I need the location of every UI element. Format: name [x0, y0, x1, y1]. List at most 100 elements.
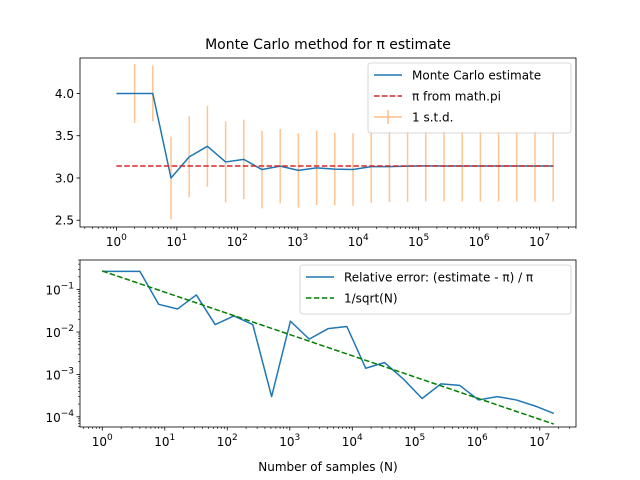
x-tick-label: 104: [348, 233, 369, 249]
tick-exponent: 7: [545, 433, 551, 443]
x-tick-label: 107: [529, 433, 550, 449]
data-point: [425, 165, 427, 167]
tick-base: 10: [45, 411, 60, 425]
tick-base: 10: [467, 435, 482, 449]
tick-exponent: 7: [544, 233, 550, 243]
tick-exponent: 1: [170, 433, 176, 443]
data-point: [534, 165, 536, 167]
tick-base: 10: [469, 235, 484, 249]
tick-base: 10: [287, 235, 302, 249]
tick-exponent: −1: [61, 282, 74, 292]
tick-exponent: −4: [61, 409, 75, 419]
y-tick-label: 3.5: [55, 129, 74, 143]
top-chart-estimate: 100 101 102 103 104 105 106 1072.53.03.54.0Mont…: [55, 37, 577, 249]
data-point: [389, 166, 391, 168]
axes-frame: [79, 259, 577, 428]
data-point: [152, 93, 154, 95]
data-point: [370, 166, 372, 168]
legend-label: Monte Carlo estimate: [412, 69, 541, 83]
tick-base: 10: [227, 235, 242, 249]
data-point: [498, 165, 500, 167]
data-point: [421, 398, 423, 400]
data-point: [188, 156, 190, 158]
data-point: [327, 328, 329, 330]
legend: Relative error: (estimate - π) / π 1/sqrt…: [299, 264, 572, 315]
y-tick-label: 10−4: [45, 409, 74, 425]
data-point: [116, 93, 118, 95]
data-point: [225, 161, 227, 163]
legend-label: 1/sqrt(N): [344, 292, 398, 306]
data-point: [346, 326, 348, 328]
tick-base: 10: [529, 235, 544, 249]
x-tick-label: 100: [92, 433, 113, 449]
x-tick-label: 105: [404, 433, 425, 449]
data-point: [279, 165, 281, 167]
tick-exponent: 3: [295, 433, 301, 443]
tick-exponent: −3: [61, 366, 74, 376]
x-tick-label: 102: [217, 433, 238, 449]
legend-label: π from math.pi: [412, 90, 501, 104]
axes-frame: [79, 57, 577, 228]
y-tick-label: 3.0: [55, 171, 74, 185]
data-point: [403, 378, 405, 380]
data-point: [158, 304, 160, 306]
tick-exponent: 1: [182, 233, 188, 243]
plot-data: [116, 63, 554, 220]
plot-data: [101, 270, 555, 425]
data-point: [207, 146, 209, 148]
x-tick-label: 102: [227, 233, 248, 249]
chart-title: Monte Carlo method for π estimate: [205, 37, 451, 53]
data-point: [552, 165, 554, 167]
y-tick-label: 10−2: [45, 324, 74, 340]
tick-base: 10: [529, 435, 544, 449]
x-tick-label: 106: [469, 233, 490, 249]
tick-base: 10: [342, 435, 357, 449]
tick-exponent: 4: [363, 233, 369, 243]
tick-exponent: 5: [420, 433, 426, 443]
data-point: [214, 324, 216, 326]
tick-exponent: 2: [232, 433, 238, 443]
data-point: [352, 169, 354, 171]
data-point: [243, 159, 245, 161]
data-point: [497, 396, 499, 398]
y-tick-label: 10−3: [45, 366, 74, 382]
legend-box: [299, 264, 572, 315]
data-point: [365, 367, 367, 369]
tick-base: 10: [92, 435, 107, 449]
tick-base: 10: [217, 435, 232, 449]
data-point: [443, 165, 445, 167]
data-point: [101, 271, 103, 273]
legend-label: Relative error: (estimate - π) / π: [344, 271, 533, 285]
series-line-reference: [102, 270, 555, 425]
legend: Monte Carlo estimate π from math.pi 1 s.t.…: [367, 62, 572, 134]
data-point: [298, 170, 300, 172]
data-point: [480, 165, 482, 167]
tick-base: 10: [106, 235, 121, 249]
x-tick-label: 103: [287, 233, 308, 249]
data-point: [478, 399, 480, 401]
tick-base: 10: [404, 435, 419, 449]
x-tick-label: 103: [279, 433, 300, 449]
data-point: [440, 383, 442, 385]
data-point: [120, 271, 122, 273]
data-point: [177, 308, 179, 310]
series-line-main: [102, 270, 555, 415]
data-point: [308, 338, 310, 340]
tick-exponent: 5: [423, 233, 429, 243]
x-axis-label: Number of samples (N): [258, 460, 397, 474]
y-tick-label: 4.0: [55, 87, 74, 101]
tick-exponent: 4: [357, 433, 363, 443]
x-tick-label: 106: [467, 433, 488, 449]
tick-exponent: 6: [484, 233, 490, 243]
tick-exponent: 3: [303, 233, 309, 243]
data-point: [196, 294, 198, 296]
tick-base: 10: [45, 284, 60, 298]
data-point: [316, 167, 318, 169]
tick-base: 10: [279, 435, 294, 449]
x-tick-label: 107: [529, 233, 550, 249]
data-point: [515, 399, 517, 401]
tick-base: 10: [348, 235, 363, 249]
y-tick-label: 10−1: [45, 282, 74, 298]
tick-base: 10: [408, 235, 423, 249]
